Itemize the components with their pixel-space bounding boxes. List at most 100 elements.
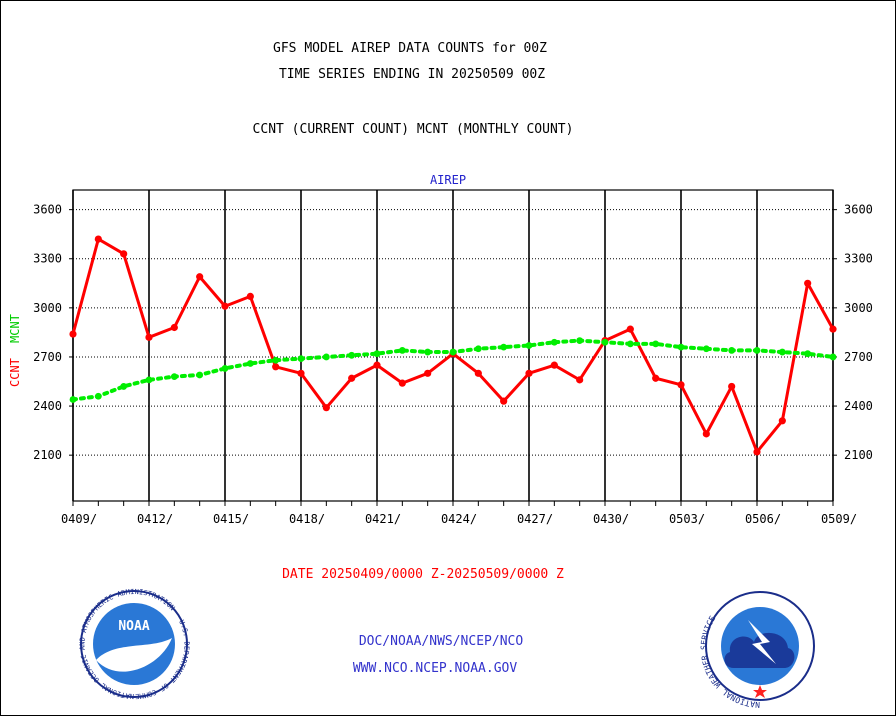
data-point-ccnt — [196, 273, 204, 281]
y-tick-label-left: 2400 — [33, 399, 62, 413]
data-point-ccnt — [500, 397, 508, 405]
data-point-mcnt — [322, 353, 330, 361]
axis-layer: 2100 2100 2400 2400 2700 2700 3000 3000 3300 3300… — [33, 189, 873, 526]
data-point-mcnt — [272, 356, 280, 364]
noaa-ring-text: NATIONAL OCEANIC AND ATMOSPHERIC ADMINIS… — [0, 0, 191, 700]
data-point-mcnt — [145, 376, 153, 384]
data-point-mcnt — [525, 342, 533, 349]
y-tick-label-right: 2400 — [844, 399, 873, 413]
chart-title: GFS MODEL AIREP DATA COUNTS for 00Z — [273, 41, 547, 56]
x-tick-label: 0424/ — [441, 512, 477, 526]
data-point-mcnt — [550, 338, 558, 346]
data-point-mcnt — [626, 340, 634, 348]
data-point-mcnt — [804, 350, 812, 358]
data-point-mcnt — [677, 343, 685, 351]
data-point-ccnt — [297, 369, 305, 377]
data-point-mcnt — [601, 338, 609, 346]
data-point-mcnt — [69, 396, 77, 403]
data-point-ccnt — [829, 325, 837, 333]
data-point-ccnt — [348, 374, 356, 382]
nws-logo: NATIONAL WEATHER SERVICE — [699, 591, 815, 709]
y-tick-label-right: 2700 — [844, 350, 873, 364]
x-tick-label: 0421/ — [365, 512, 401, 526]
data-point-mcnt — [348, 351, 356, 359]
noaa-logo-text: NOAA — [118, 619, 149, 634]
data-point-ccnt — [424, 369, 432, 377]
data-point-ccnt — [120, 250, 128, 258]
x-tick-label: 0415/ — [213, 512, 249, 526]
data-point-mcnt — [246, 360, 254, 367]
data-point-mcnt — [373, 350, 381, 358]
data-point-ccnt — [221, 302, 229, 310]
data-point-ccnt — [525, 369, 533, 377]
ylabel-ccnt: CCNT — [8, 358, 22, 387]
data-point-mcnt — [449, 348, 457, 356]
data-point-ccnt — [778, 417, 786, 425]
x-tick-label: 0427/ — [517, 512, 553, 526]
data-point-ccnt — [69, 330, 77, 338]
ylabel-mcnt: MCNT — [8, 314, 22, 343]
data-point-mcnt — [728, 347, 736, 354]
grid-layer — [72, 190, 834, 501]
x-tick-label: 0503/ — [669, 512, 705, 526]
data-point-ccnt — [702, 430, 710, 438]
chart-subtitle: TIME SERIES ENDING IN 20250509 00Z — [279, 67, 545, 82]
data-point-ccnt — [728, 382, 736, 391]
data-point-ccnt — [753, 448, 761, 456]
data-point-ccnt — [145, 333, 153, 341]
y-tick-label-left: 2700 — [33, 350, 62, 364]
data-point-ccnt — [170, 323, 178, 332]
data-point-ccnt — [322, 404, 330, 412]
series-layer — [69, 235, 837, 456]
data-point-ccnt — [677, 381, 685, 389]
footer-org: DOC/NOAA/NWS/NCEP/NCO — [359, 634, 524, 649]
noaa-logo: NOAA NATIONAL OCEANIC AND ATMOSPHERIC AD… — [0, 0, 191, 700]
x-tick-label: 0412/ — [137, 512, 173, 526]
data-point-mcnt — [753, 347, 761, 354]
x-tick-label: 0418/ — [289, 512, 325, 526]
data-point-mcnt — [398, 347, 406, 354]
x-tick-label: 0430/ — [593, 512, 629, 526]
y-tick-label-left: 3300 — [33, 252, 62, 266]
y-tick-label-left: 3600 — [33, 203, 62, 217]
data-point-ccnt — [626, 325, 634, 333]
data-point-ccnt — [373, 361, 381, 369]
data-point-ccnt — [804, 279, 812, 287]
x-tick-label: 0506/ — [745, 512, 781, 526]
data-point-ccnt — [652, 374, 660, 382]
data-point-mcnt — [500, 343, 508, 351]
data-point-ccnt — [576, 376, 584, 384]
data-point-mcnt — [196, 371, 204, 379]
plot-title: AIREP — [430, 173, 466, 187]
x-tick-label: 0509/ — [821, 512, 857, 526]
data-point-ccnt — [246, 292, 254, 300]
count-legend-description: CCNT (CURRENT COUNT) MCNT (MONTHLY COUNT… — [253, 122, 574, 137]
y-tick-label-right: 3000 — [844, 301, 873, 315]
x-tick-label: 0409/ — [61, 512, 97, 526]
data-point-mcnt — [778, 348, 786, 356]
data-point-mcnt — [170, 373, 178, 380]
data-point-mcnt — [120, 383, 128, 390]
x-axis-label: DATE 20250409/0000 Z-20250509/0000 Z — [282, 567, 564, 582]
data-point-mcnt — [829, 353, 837, 361]
data-point-mcnt — [474, 345, 482, 353]
data-point-ccnt — [272, 363, 280, 371]
y-tick-label-right: 2100 — [844, 448, 873, 462]
data-point-ccnt — [474, 369, 482, 377]
data-point-mcnt — [576, 337, 584, 344]
data-point-mcnt — [702, 345, 710, 353]
y-tick-label-left: 2100 — [33, 448, 62, 462]
data-point-ccnt — [550, 361, 558, 369]
data-point-mcnt — [94, 392, 102, 400]
y-tick-label-left: 3000 — [33, 301, 62, 315]
data-point-ccnt — [398, 379, 406, 387]
footer-url: WWW.NCO.NCEP.NOAA.GOV — [353, 661, 518, 676]
data-point-ccnt — [94, 235, 102, 243]
data-point-mcnt — [221, 365, 229, 372]
data-point-mcnt — [424, 348, 432, 356]
plot-frame — [72, 189, 834, 502]
y-tick-label-right: 3600 — [844, 203, 873, 217]
data-point-mcnt — [297, 355, 305, 362]
y-tick-label-right: 3300 — [844, 252, 873, 266]
